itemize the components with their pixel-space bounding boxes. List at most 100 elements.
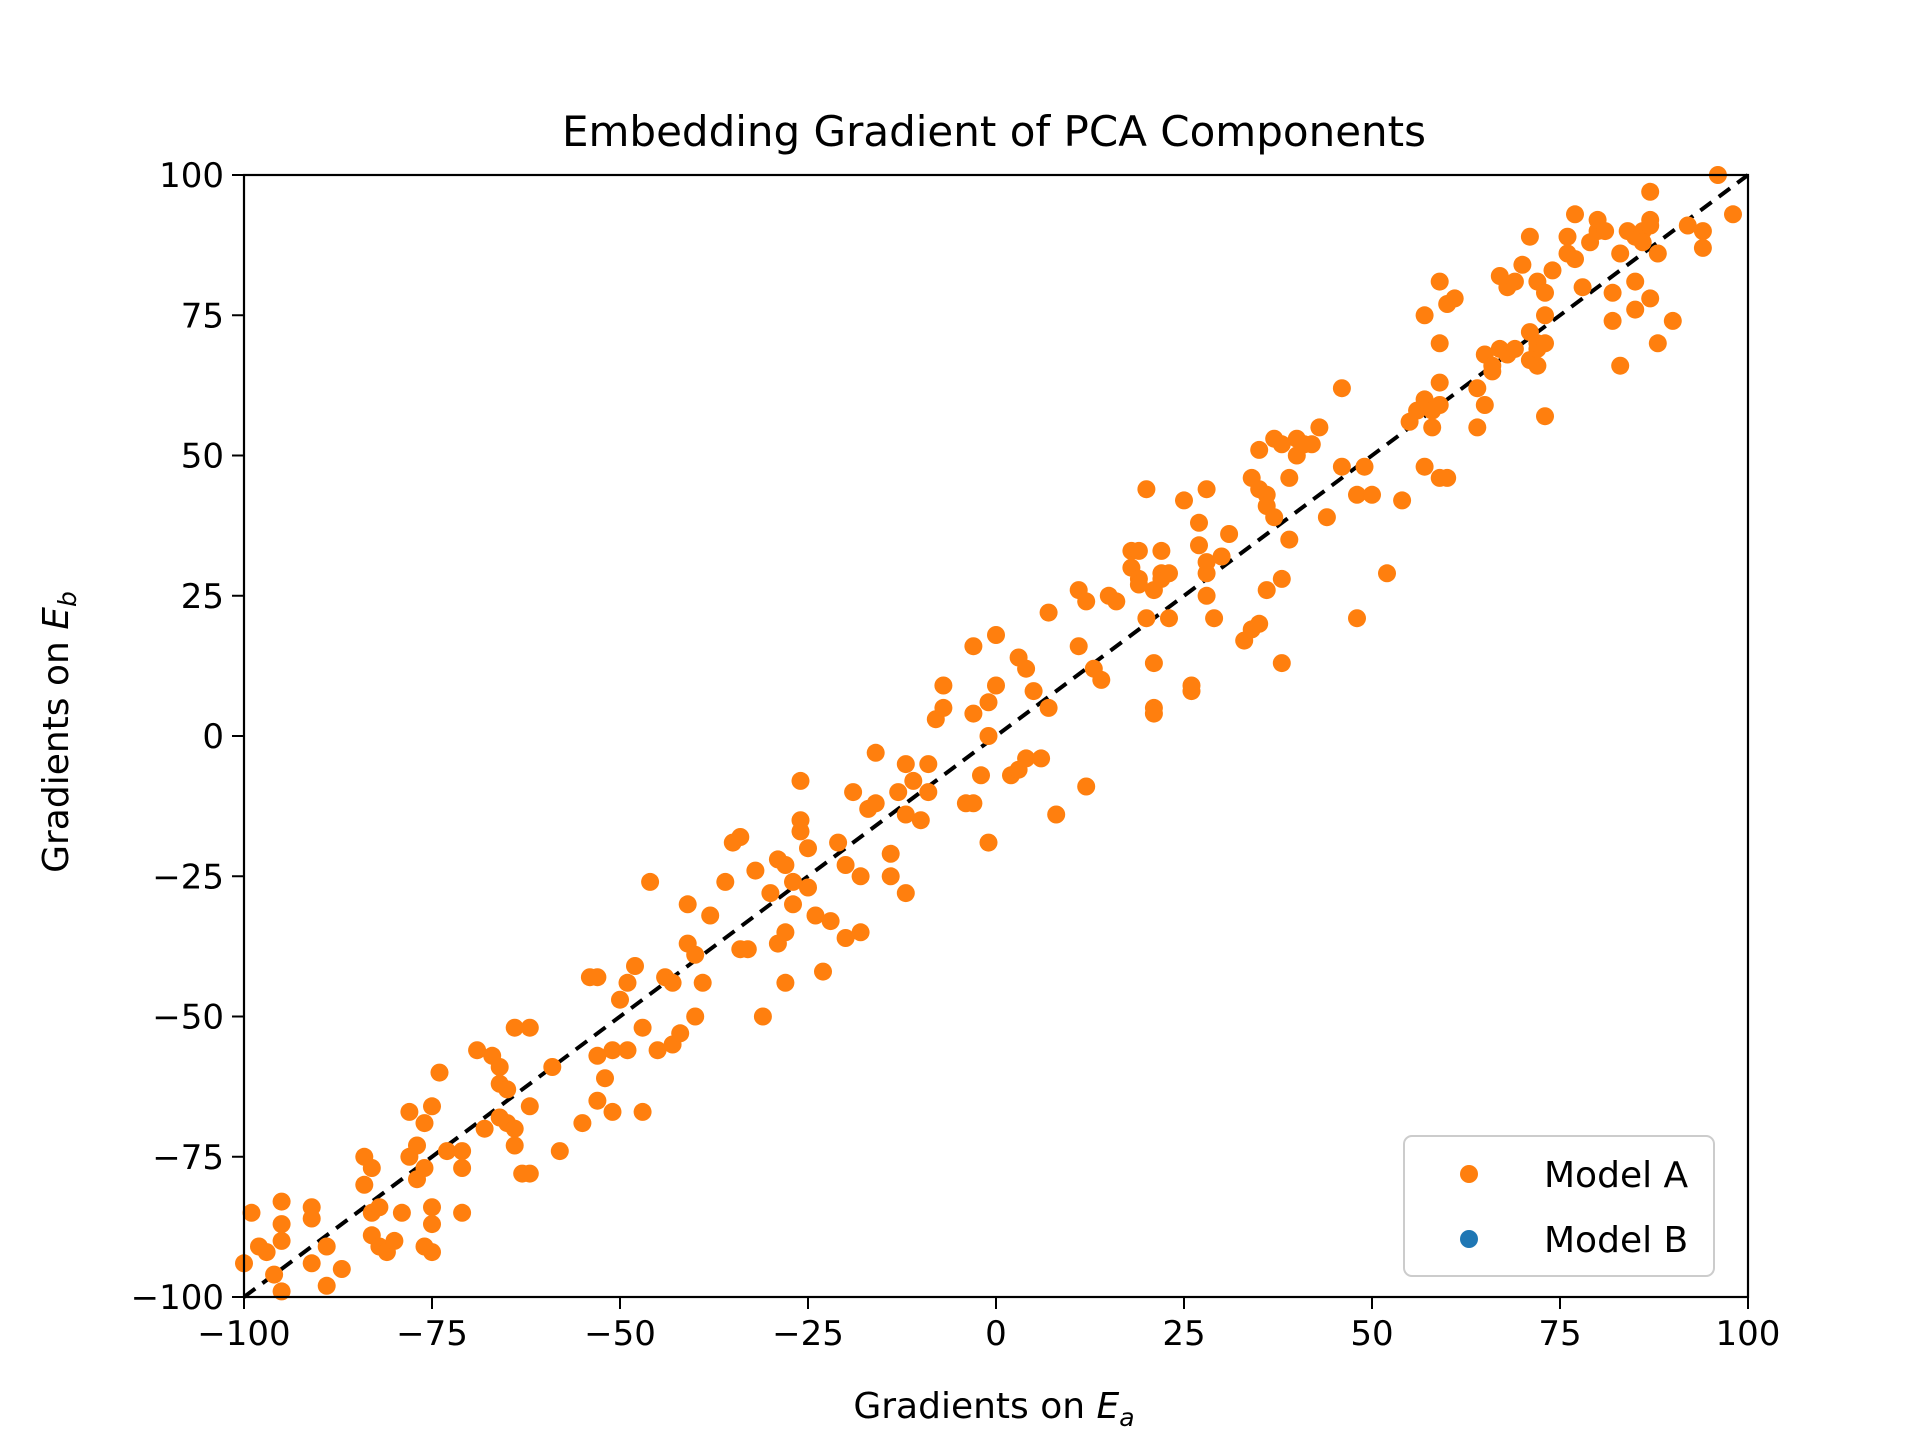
model-a-point — [1092, 670, 1111, 689]
model-a-point — [1430, 396, 1449, 414]
legend-label-model-b: Model B — [1544, 1220, 1688, 1261]
model-a-point — [1024, 682, 1043, 701]
model-a-point — [1648, 334, 1667, 353]
model-a-point — [618, 1041, 637, 1060]
model-a-point — [1663, 311, 1682, 330]
y-tick-label: 100 — [159, 156, 224, 196]
model-a-point — [430, 1063, 449, 1082]
model-a-point — [498, 1080, 517, 1099]
model-a-point — [355, 1175, 374, 1194]
model-a-point — [1468, 379, 1487, 398]
y-tick-label: 0 — [202, 717, 224, 757]
model-a-point — [979, 727, 998, 745]
model-a-point — [1212, 547, 1231, 566]
model-a-point — [1039, 603, 1058, 622]
model-a-point — [671, 1024, 690, 1043]
model-a-point — [1641, 216, 1660, 235]
model-a-point — [686, 945, 705, 964]
model-a-point — [370, 1198, 389, 1217]
model-a-point — [851, 867, 870, 886]
model-a-point — [1160, 609, 1178, 628]
model-a-point — [836, 856, 855, 874]
model-a-point — [1017, 749, 1036, 768]
model-a-point — [972, 766, 990, 785]
model-a-point — [588, 968, 607, 987]
model-a-point — [1047, 805, 1066, 824]
y-tick-label: −75 — [152, 1138, 224, 1178]
model-a-point — [844, 783, 863, 802]
model-a-point — [257, 1243, 276, 1262]
model-a-point — [799, 839, 817, 858]
model-a-point — [866, 794, 885, 813]
model-a-point — [1129, 541, 1148, 560]
y-tick-label: −50 — [152, 998, 224, 1038]
model-a-point — [1693, 238, 1712, 257]
model-a-point — [881, 844, 900, 863]
model-a-point — [505, 1018, 524, 1037]
model-a-point — [1017, 659, 1036, 678]
plot-area — [235, 166, 1750, 1301]
data-points — [235, 166, 1742, 1301]
y-tick-label: 25 — [181, 577, 224, 617]
model-a-point — [468, 1041, 487, 1060]
model-a-point — [423, 1198, 441, 1217]
model-a-point — [453, 1203, 472, 1222]
model-a-point — [987, 626, 1005, 644]
model-a-point — [1220, 525, 1239, 543]
model-a-point — [453, 1159, 472, 1177]
model-a-point — [1190, 536, 1208, 555]
model-a-point — [1596, 222, 1615, 241]
model-a-point — [1611, 356, 1630, 375]
model-a-point — [746, 861, 765, 880]
model-a-point — [423, 1215, 441, 1234]
x-tick-label: −50 — [584, 1314, 656, 1354]
model-a-point — [1536, 306, 1554, 325]
model-a-point — [272, 1192, 291, 1211]
model-a-point — [693, 973, 712, 992]
model-a-point — [1393, 491, 1412, 510]
model-a-point — [475, 1119, 494, 1138]
model-a-point — [1505, 272, 1524, 291]
model-a-point — [1528, 356, 1547, 375]
model-a-point — [573, 1114, 592, 1133]
model-a-point — [1430, 272, 1449, 291]
model-a-point — [453, 1142, 472, 1161]
model-a-point — [1423, 418, 1442, 437]
model-a-point — [1197, 553, 1216, 572]
model-a-point — [1272, 569, 1291, 588]
legend-marker-model-b — [1460, 1230, 1478, 1248]
legend-marker-model-a — [1460, 1165, 1478, 1183]
model-a-point — [490, 1058, 509, 1076]
model-a-point — [1520, 227, 1539, 246]
model-a-point — [1280, 468, 1299, 487]
model-a-point — [1641, 289, 1660, 308]
y-tick-label: 75 — [181, 296, 224, 336]
model-a-point — [1475, 396, 1494, 414]
model-a-point — [1332, 379, 1351, 398]
model-a-point — [776, 973, 795, 992]
model-a-point — [799, 878, 817, 897]
chart-title: Embedding Gradient of PCA Components — [562, 107, 1426, 156]
x-tick-label: 25 — [1162, 1314, 1205, 1354]
legend-label-model-a: Model A — [1544, 1155, 1689, 1196]
model-a-point — [934, 698, 953, 717]
model-a-point — [1626, 272, 1645, 291]
model-a-point — [302, 1209, 321, 1228]
model-a-point — [1137, 609, 1156, 628]
model-a-point — [633, 1102, 652, 1121]
model-a-point — [633, 1018, 652, 1037]
model-a-point — [1483, 356, 1502, 375]
model-a-point — [701, 906, 720, 925]
model-a-point — [896, 755, 915, 774]
model-a-point — [1468, 418, 1487, 437]
model-a-point — [1310, 418, 1329, 437]
model-a-point — [1438, 468, 1457, 487]
y-tick-label: −100 — [131, 1278, 224, 1318]
model-a-point — [611, 990, 629, 1009]
x-axis-label: Gradients on Ea — [853, 1386, 1134, 1432]
model-a-point — [1355, 457, 1374, 476]
model-a-point — [1430, 373, 1449, 392]
model-a-point — [603, 1041, 622, 1060]
model-a-point — [1536, 407, 1554, 426]
